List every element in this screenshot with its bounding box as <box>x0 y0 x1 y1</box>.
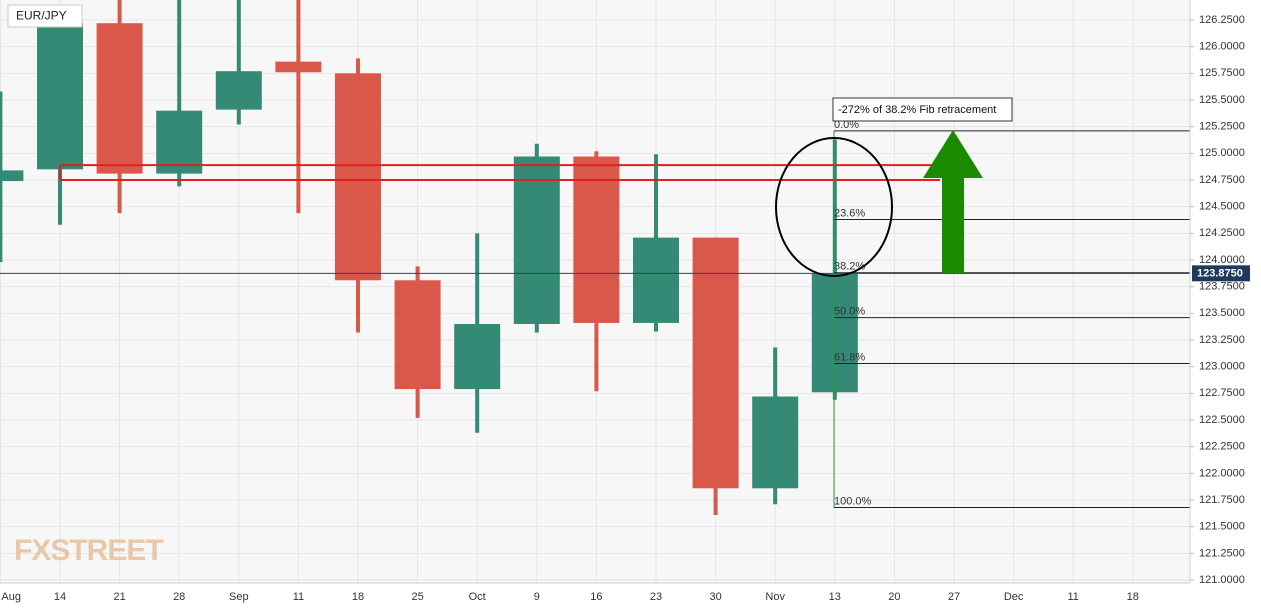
x-tick-label: Sep <box>229 591 249 603</box>
annotation-box <box>832 97 1013 122</box>
candle-body <box>692 237 739 489</box>
candle-body <box>811 273 858 393</box>
candle-body <box>573 156 620 323</box>
x-tick-label: 16 <box>590 591 602 603</box>
up-arrow <box>923 130 983 273</box>
marks <box>0 0 858 515</box>
fib-label: 38.2% <box>834 261 865 273</box>
watermark: FXSTREET <box>14 534 163 567</box>
y-tick-label: 126.0000 <box>1199 41 1245 53</box>
x-tick-label: 27 <box>948 591 960 603</box>
x-tick-label: Oct <box>469 591 486 603</box>
y-tick-label: 122.2500 <box>1199 441 1245 453</box>
x-tick-label: Aug <box>1 591 21 603</box>
x-tick-label: 9 <box>534 591 540 603</box>
fib-label: 23.6% <box>834 207 865 219</box>
y-tick-label: 123.5000 <box>1199 307 1245 319</box>
y-tick-label: 123.2500 <box>1199 334 1245 346</box>
y-tick-label: 123.7500 <box>1199 281 1245 293</box>
candle-body <box>0 170 24 182</box>
y-tick-label: 125.5000 <box>1199 94 1245 106</box>
candle-body <box>96 23 143 174</box>
x-tick-label: 18 <box>1127 591 1139 603</box>
title-box <box>7 4 83 28</box>
y-tick-label: 122.5000 <box>1199 414 1245 426</box>
x-tick-label: 30 <box>709 591 721 603</box>
fib-label: 61.8% <box>834 351 865 363</box>
y-tick-label: 126.2500 <box>1199 14 1245 26</box>
y-tick-label: 124.7500 <box>1199 174 1245 186</box>
y-tick-label: 121.0000 <box>1199 574 1245 586</box>
y-tick-label: 121.2500 <box>1199 547 1245 559</box>
x-tick-label: 13 <box>829 591 841 603</box>
y-tick-label: 122.7500 <box>1199 387 1245 399</box>
y-tick-label: 125.2500 <box>1199 121 1245 133</box>
x-tick-label: Dec <box>1004 591 1024 603</box>
fib-label: 50.0% <box>834 306 865 318</box>
y-tick-label: 124.0000 <box>1199 254 1245 266</box>
current-price-label: 123.8750 <box>1197 268 1243 280</box>
y-tick-label: 125.7500 <box>1199 67 1245 79</box>
candle-body <box>215 71 262 110</box>
candle-body <box>394 280 441 390</box>
x-tick-label: Nov <box>765 591 785 603</box>
x-tick-label: 28 <box>173 591 185 603</box>
y-tick-label: 122.0000 <box>1199 467 1245 479</box>
candle-body <box>454 324 501 390</box>
candle-body <box>633 237 679 323</box>
y-tick-label: 124.2500 <box>1199 227 1245 239</box>
chart-title: EUR/JPY <box>16 9 67 23</box>
y-tick-label: 124.5000 <box>1199 201 1245 213</box>
candle-body <box>275 61 322 73</box>
y-tick-label: 121.5000 <box>1199 521 1245 533</box>
x-tick-label: 18 <box>352 591 364 603</box>
fib-label: 0.0% <box>834 119 859 131</box>
x-tick-label: 23 <box>650 591 662 603</box>
x-tick-label: 21 <box>113 591 125 603</box>
overlay: 0.0% 23.6% 38.2% 50.0% 61.8% 100.0% -272% of 3… <box>0 97 1190 508</box>
highlight-ellipse <box>775 137 893 277</box>
y-tick-label: 123.0000 <box>1199 361 1245 373</box>
x-tick-label: 25 <box>411 591 423 603</box>
current-price-box <box>1192 265 1250 282</box>
candle-body <box>37 23 83 170</box>
fib-label: 100.0% <box>834 495 872 507</box>
x-tick-label: 20 <box>888 591 900 603</box>
candle-body <box>156 110 203 174</box>
candle-body <box>335 73 381 281</box>
candle-body <box>513 156 560 325</box>
annotation-text: -272% of 38.2% Fib retracement <box>838 104 996 116</box>
x-tick-label: 11 <box>1067 591 1078 603</box>
y-tick-label: 125.0000 <box>1199 147 1245 159</box>
x-tick-label: 11 <box>293 591 304 603</box>
y-tick-label: 121.7500 <box>1199 494 1245 506</box>
candle-body <box>752 396 799 489</box>
x-tick-label: 14 <box>54 591 66 603</box>
